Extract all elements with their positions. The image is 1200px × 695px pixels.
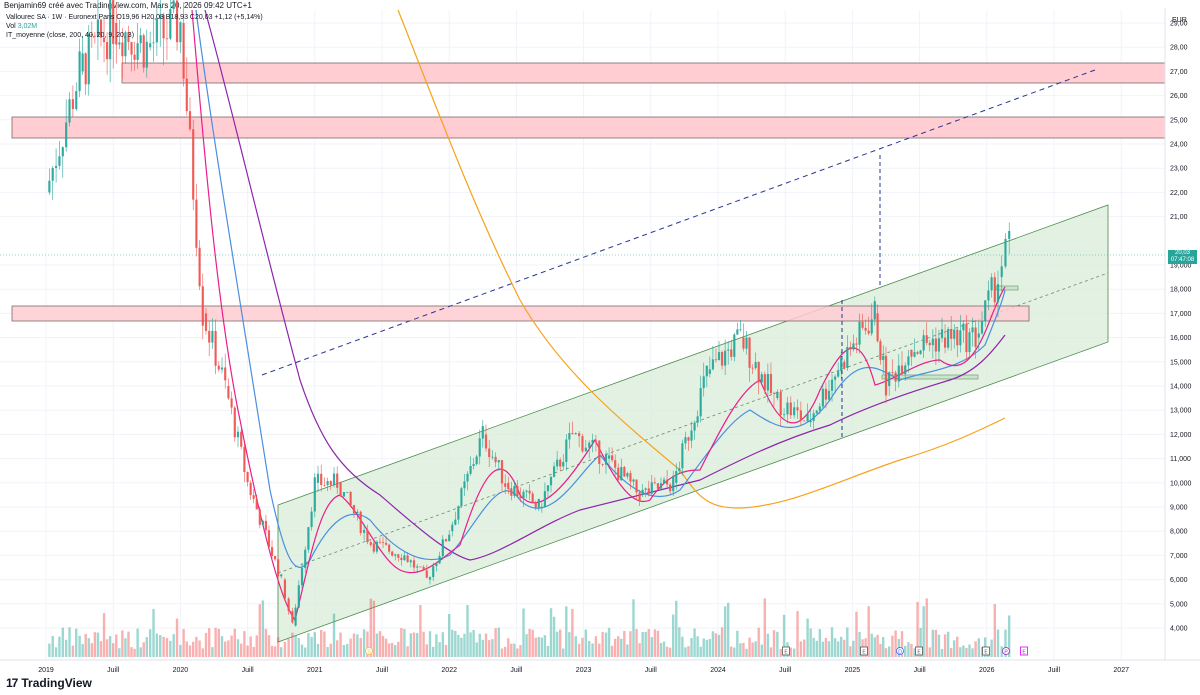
price-tick: 19,000 <box>1170 263 1192 270</box>
resistance-zone-top[interactable] <box>121 62 1166 84</box>
svg-text:D: D <box>898 650 902 656</box>
event-marker-d[interactable]: D <box>896 647 904 656</box>
svg-text:E: E <box>784 650 788 656</box>
volume-value: 3,02M <box>17 23 38 30</box>
breakout-box[interactable] <box>995 285 1019 291</box>
price-tick: 29,00 <box>1170 21 1188 28</box>
price-tick: 6,000 <box>1170 577 1188 584</box>
resistance-zone-2[interactable] <box>11 116 1166 139</box>
price-tick: 23,00 <box>1170 166 1188 173</box>
support-zone[interactable] <box>11 305 1030 322</box>
svg-text:S: S <box>367 650 371 656</box>
price-tick: 15,000 <box>1170 359 1192 366</box>
price-tick: 16,000 <box>1170 335 1192 342</box>
svg-text:E: E <box>862 650 866 656</box>
price-tick: 13,000 <box>1170 408 1192 415</box>
price-tick: 28,00 <box>1170 45 1188 52</box>
price-tick: 22,00 <box>1170 190 1188 197</box>
price-tick: 9,000 <box>1170 505 1188 512</box>
time-tick: 2021 <box>307 667 323 674</box>
price-tick: 24,00 <box>1170 142 1188 149</box>
price-tick: 4,000 <box>1170 626 1188 633</box>
price-tick: 5,000 <box>1170 601 1188 608</box>
ma40-line[interactable] <box>204 9 1006 561</box>
price-tick: 18,000 <box>1170 287 1192 294</box>
time-tick: Juill <box>510 667 523 674</box>
tradingview-logo-icon: 17 <box>6 676 18 690</box>
svg-text:E: E <box>984 650 988 656</box>
price-tick: 25,00 <box>1170 117 1188 124</box>
volume-bars <box>48 598 1011 657</box>
event-marker-p[interactable]: P <box>1002 647 1010 656</box>
price-tick: 10,000 <box>1170 480 1192 487</box>
time-tick: 2022 <box>441 667 457 674</box>
time-tick: 2023 <box>576 667 592 674</box>
price-tick: 8,000 <box>1170 529 1188 536</box>
time-tick: 2027 <box>1113 667 1129 674</box>
consolidation-box[interactable] <box>881 374 979 380</box>
svg-text:E: E <box>917 650 921 656</box>
price-tick: 11,000 <box>1170 456 1191 463</box>
volume-label: Vol <box>6 23 16 30</box>
time-tick: 2019 <box>38 667 54 674</box>
time-tick: 2025 <box>845 667 861 674</box>
time-tick: 2026 <box>979 667 995 674</box>
price-tick: 12,000 <box>1170 432 1192 439</box>
svg-text:E: E <box>1022 650 1026 656</box>
event-marker-e[interactable]: E <box>782 646 790 656</box>
ma20-line[interactable] <box>195 9 1006 568</box>
time-tick: Juill <box>779 667 792 674</box>
time-tick: Juill <box>376 667 389 674</box>
price-channel[interactable] <box>277 204 1109 643</box>
symbol-legend[interactable]: Vallourec SA · 1W · Euronext Paris O19,9… <box>6 14 263 21</box>
tradingview-logo[interactable]: 17 TradingView <box>6 676 92 690</box>
event-marker-e[interactable]: E <box>915 646 923 656</box>
chart-legend: Vallourec SA · 1W · Euronext Paris O19,9… <box>6 13 263 40</box>
time-tick: Juill <box>914 667 927 674</box>
price-tick: 21,00 <box>1170 214 1188 221</box>
bar-countdown: 07:47:08 <box>1170 257 1195 263</box>
event-marker-e[interactable]: E <box>860 646 868 656</box>
chart-credit: Benjamin69 créé avec TradingView.com, Ma… <box>4 1 252 10</box>
event-marker-e[interactable]: E <box>982 646 990 656</box>
tradingview-brand: TradingView <box>21 676 92 690</box>
time-tick: Juill <box>1048 667 1061 674</box>
time-axis[interactable]: 2019 Juill 2020 Juill 2021 Juill 2022 Juill 2023… <box>38 667 1129 674</box>
price-tick: 17,000 <box>1170 311 1192 318</box>
price-tick: 7,000 <box>1170 553 1188 560</box>
event-marker-e[interactable]: E <box>1020 646 1028 656</box>
volume-legend[interactable]: Vol 3,02M <box>6 22 263 31</box>
time-tick: Juill <box>107 667 120 674</box>
price-tick: 14,000 <box>1170 384 1192 391</box>
time-tick: 2020 <box>173 667 189 674</box>
time-tick: 2024 <box>710 667 726 674</box>
time-tick: Juill <box>242 667 255 674</box>
long-trendline[interactable] <box>261 69 1096 376</box>
last-price-value: 20,03 <box>1174 250 1190 256</box>
svg-text:P: P <box>1004 650 1008 656</box>
currency-label: EUR <box>1172 17 1187 24</box>
indicator-legend[interactable]: IT_moyenne (close, 200, 40, 20, 9, 20, 3… <box>6 32 135 39</box>
time-tick: Juill <box>645 667 658 674</box>
price-tick: 27,00 <box>1170 69 1188 76</box>
candlestick-series[interactable] <box>48 0 1011 627</box>
event-marker-s[interactable]: S <box>365 647 373 656</box>
ma9-line[interactable] <box>191 9 1006 622</box>
price-tick: 26,00 <box>1170 93 1188 100</box>
last-price-badge: 20,03 07:47:08 <box>1168 250 1197 264</box>
